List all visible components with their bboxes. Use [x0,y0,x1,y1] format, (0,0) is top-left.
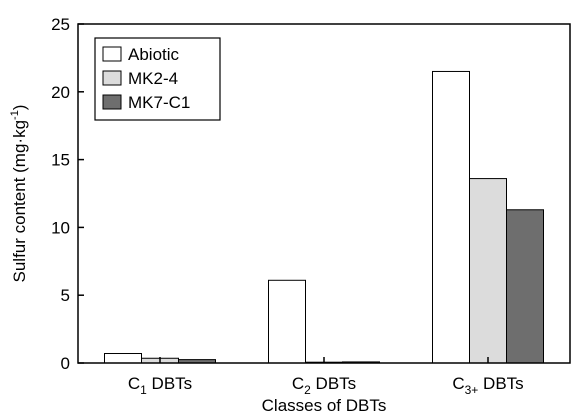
y-tick-label: 20 [51,83,70,102]
y-axis-title-main: Sulfur content (mg·kg [10,120,29,283]
x-tick-label: C3+ DBTs [452,374,523,397]
legend-swatch [102,94,122,110]
y-axis-title-superscript: -1 [9,110,21,120]
y-axis-ticks: 0 5 10 15 20 25 [51,15,84,373]
legend-swatch [102,70,122,86]
legend: Abiotic MK2-4 MK7-C1 [94,37,221,121]
x-axis-title: Classes of DBTs [262,396,387,415]
bar-abiotic-2 [268,279,306,364]
y-axis-title-end: ) [10,105,29,111]
x-tick-label: C2 DBTs [292,374,356,397]
bars-group [104,70,544,364]
x-tick-label-subscript: 2 [304,383,311,397]
legend-label: MK7-C1 [128,93,190,112]
bar-abiotic-1 [104,353,142,364]
x-tick-label-suffix: DBTs [311,374,356,393]
bar-abiotic-3 [432,70,470,364]
x-tick-label: C1 DBTs [128,374,192,397]
y-tick-label: 15 [51,151,70,170]
x-tick-label-subscript: 1 [140,383,147,397]
bar-mk2-4-3 [469,178,507,364]
x-tick-label-main: C [128,374,140,393]
x-tick-label-subscript: 3+ [465,383,479,397]
y-tick-label: 5 [61,286,70,305]
y-tick-label: 10 [51,218,70,237]
y-axis-title: Sulfur content (mg·kg-1) [9,105,29,283]
x-tick-label-main: C [292,374,304,393]
legend-label: Abiotic [128,45,180,64]
x-tick-label-suffix: DBTs [478,374,523,393]
legend-swatch [102,46,122,62]
plot-frame [77,23,571,364]
x-tick-label-suffix: DBTs [147,374,192,393]
bar-mk7-c1-3 [506,209,544,364]
x-axis-ticks: C1 DBTs C2 DBTs C3+ DBTs [128,357,524,397]
x-tick-label-main: C [452,374,464,393]
y-tick-label: 25 [51,15,70,34]
legend-label: MK2-4 [128,69,178,88]
y-tick-label: 0 [61,354,70,373]
